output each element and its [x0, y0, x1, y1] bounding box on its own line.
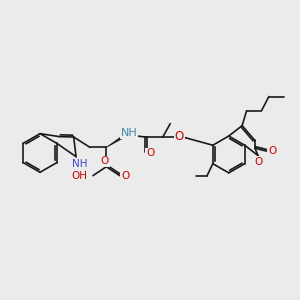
Text: NH: NH — [121, 128, 138, 138]
Text: O: O — [101, 156, 109, 167]
Text: O: O — [121, 171, 130, 181]
Text: NH: NH — [72, 159, 87, 169]
Text: O: O — [254, 157, 262, 167]
Text: O: O — [175, 130, 184, 143]
Text: OH: OH — [72, 171, 88, 181]
Text: O: O — [146, 148, 154, 158]
Polygon shape — [106, 136, 123, 147]
Text: O: O — [268, 146, 276, 156]
